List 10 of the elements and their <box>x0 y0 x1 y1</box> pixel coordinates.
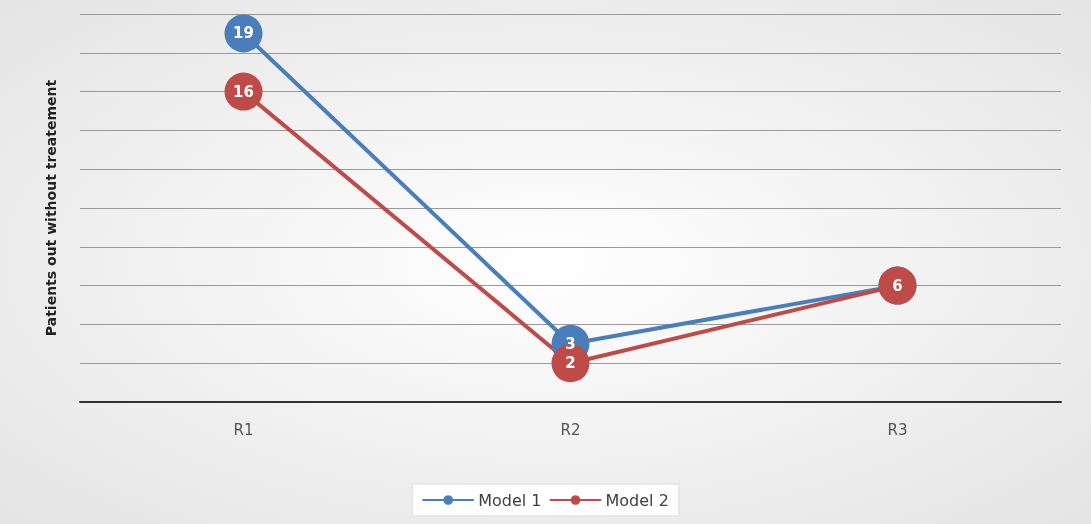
data-label: 19 <box>233 24 254 43</box>
data-label: 6 <box>892 276 903 295</box>
data-label: 2 <box>565 354 576 373</box>
data-label: 16 <box>233 82 254 101</box>
x-tick-label: R1 <box>233 420 254 439</box>
legend-label: Model 2 <box>605 490 669 510</box>
x-tick-label: R3 <box>887 420 908 439</box>
legend-label: Model 1 <box>478 490 542 510</box>
y-axis-title: Patients out without treatement <box>43 79 59 337</box>
x-tick-label: R2 <box>560 420 581 439</box>
